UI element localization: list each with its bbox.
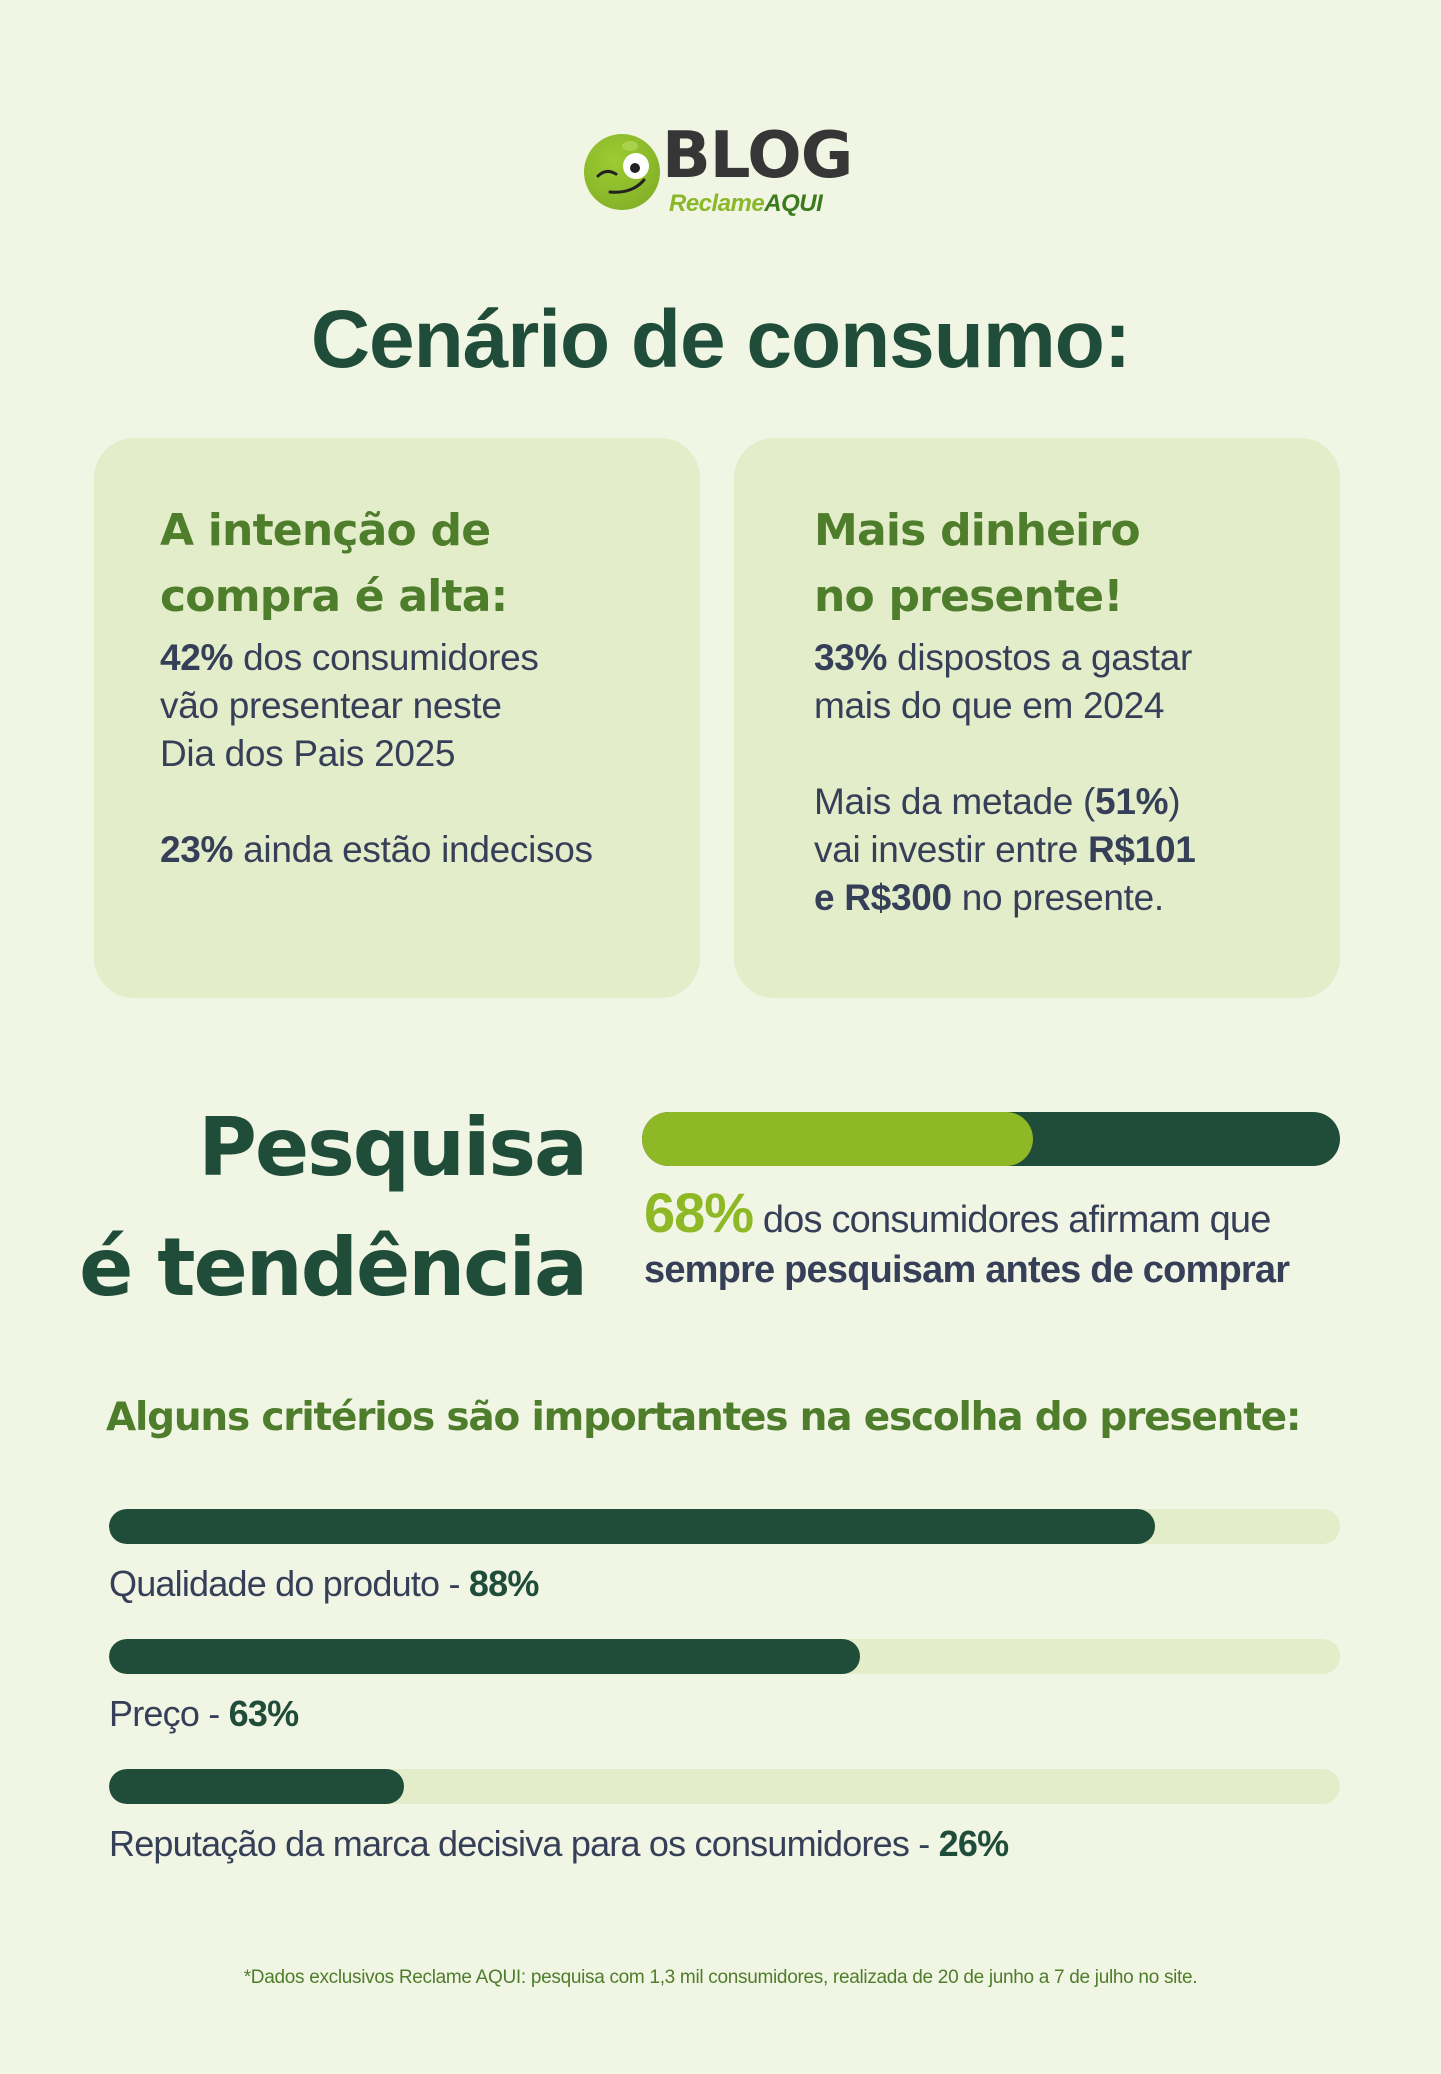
criteria-title: Alguns critérios são importantes na esco… — [106, 1395, 1302, 1440]
criterion-bar — [109, 1639, 860, 1674]
card-stat-investir: Mais da metade (51%) vai investir entre R… — [814, 781, 1196, 918]
research-title: Pesquisa é tendência — [79, 1101, 588, 1314]
criterion-reputation: Reputação da marca decisiva para os cons… — [109, 1769, 1340, 1866]
research-stat: 68% dos consumidores afirmam que sempre p… — [644, 1181, 1290, 1292]
criterion-label: Qualidade do produto - 88% — [109, 1563, 539, 1604]
criterion-quality: Qualidade do produto - 88% — [109, 1509, 1340, 1606]
card-heading: A intenção de compra é alta: — [160, 505, 508, 622]
logo-blog-text: BLOG — [662, 119, 853, 193]
card-stat-indecisos: 23% ainda estão indecisos — [160, 829, 593, 870]
criterion-price: Preço - 63% — [109, 1639, 1340, 1736]
research-progress-bar — [642, 1112, 1340, 1166]
card-purchase-intent: A intenção de compra é alta: 42% dos cons… — [94, 438, 700, 998]
criterion-track — [109, 1509, 1340, 1544]
criterion-track — [109, 1639, 1340, 1674]
blog-logo[interactable]: BLOG ReclameAQUI — [584, 124, 864, 228]
criterion-bar — [109, 1509, 1156, 1544]
criterion-label: Preço - 63% — [109, 1693, 299, 1734]
winking-ball-icon — [584, 134, 660, 210]
logo-reclameaqui-text: ReclameAQUI — [669, 190, 823, 217]
research-progress-fill — [642, 1112, 1033, 1166]
card-heading: Mais dinheiro no presente! — [814, 505, 1141, 622]
criterion-bar — [109, 1769, 405, 1804]
criterion-track — [109, 1769, 1340, 1804]
card-more-money: Mais dinheiro no presente! 33% dispostos … — [734, 438, 1340, 998]
card-stat-presentear: 42% dos consumidores vão presentear neste… — [160, 637, 539, 774]
card-stat-gastar-mais: 33% dispostos a gastar mais do que em 202… — [814, 637, 1193, 726]
footnote: *Dados exclusivos Reclame AQUI: pesquisa… — [243, 1967, 1198, 1988]
criterion-label: Reputação da marca decisiva para os cons… — [109, 1823, 1009, 1864]
page-title: Cenário de consumo: — [310, 294, 1131, 385]
